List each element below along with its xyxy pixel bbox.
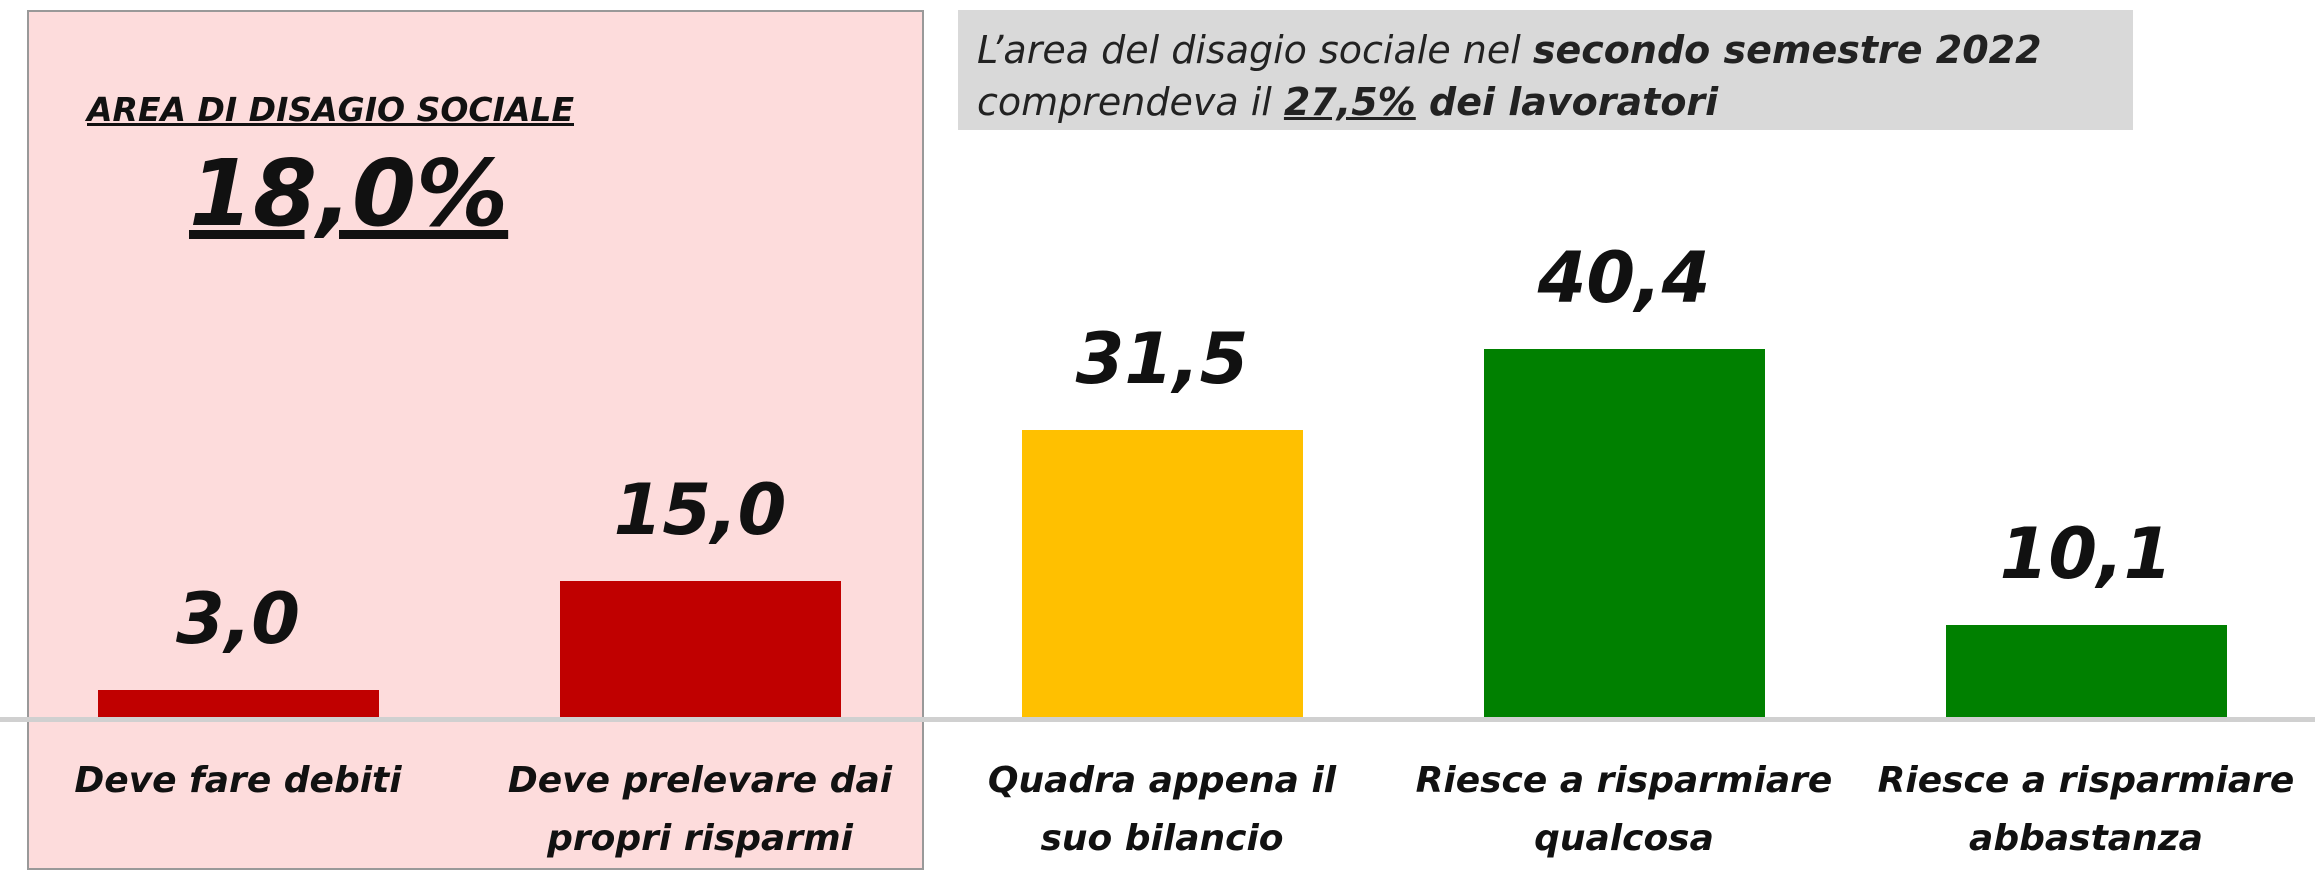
data-label: 10,1 [1999, 513, 2173, 596]
box-value: 18,0% [189, 140, 509, 247]
data-label: 31,5 [1075, 318, 1249, 401]
category-label: Quadra appena il suo bilancio [987, 760, 1337, 859]
note-text: 27,5% [1283, 80, 1416, 124]
category-label: Riesce a risparmiare qualcosa [1415, 760, 1833, 859]
note-text: dei lavoratori [1415, 80, 1719, 124]
data-label: 15,0 [613, 468, 787, 551]
bar [559, 580, 841, 717]
note-box [958, 10, 2133, 130]
data-label: 3,0 [175, 577, 300, 660]
box-title: AREA DI DISAGIO SOCIALE [87, 90, 574, 129]
bar [1945, 625, 2227, 717]
note-text: comprendeva il [977, 80, 1284, 124]
category-label: Deve fare debiti [74, 760, 402, 801]
note: L’area del disagio sociale nel secondo s… [977, 24, 2042, 128]
highlight-box [27, 10, 924, 870]
bar [1021, 430, 1303, 717]
baseline [0, 717, 2315, 722]
category-label: Deve prelevare dai propri risparmi [507, 760, 893, 859]
note-text: L’area del disagio sociale nel [977, 28, 1533, 72]
category-label: Riesce a risparmiare abbastanza [1877, 760, 2295, 859]
note-text: secondo semestre 2022 [1532, 28, 2042, 72]
data-label: 40,4 [1537, 237, 1711, 320]
bar [97, 689, 379, 717]
bar [1483, 349, 1765, 717]
